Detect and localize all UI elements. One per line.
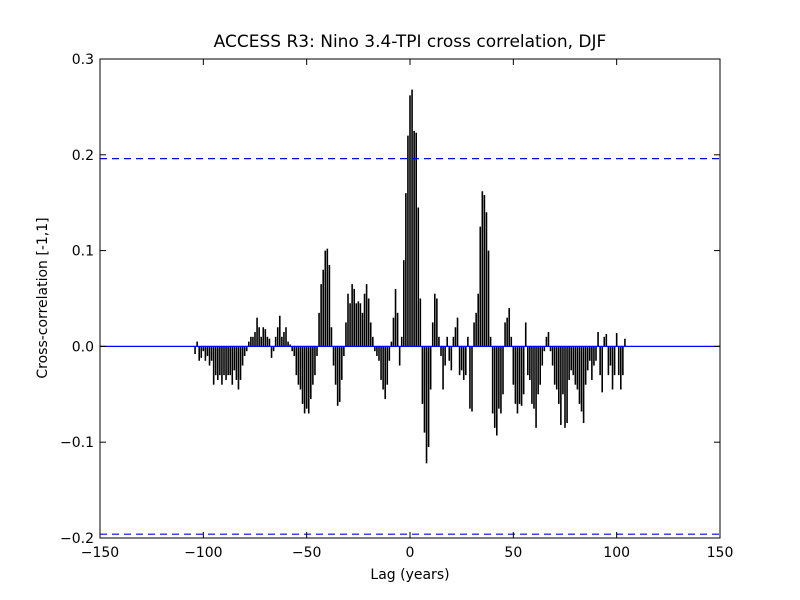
y-tick-label: 0.3 [72, 52, 94, 68]
y-tick-label: 0.1 [72, 244, 94, 260]
x-tick-label: 100 [603, 545, 630, 561]
x-tick-label: −100 [184, 545, 222, 561]
y-axis-label: Cross-correlation [-1,1] [35, 217, 51, 378]
x-tick-label: 50 [504, 545, 522, 561]
y-tick-label: 0.0 [72, 339, 94, 355]
x-tick-label: 0 [406, 545, 415, 561]
x-tick-label: −150 [81, 545, 119, 561]
x-tick-label: 150 [707, 545, 734, 561]
y-tick-label: −0.2 [60, 531, 94, 547]
y-tick-label: 0.2 [72, 148, 94, 164]
x-tick-label: −50 [292, 545, 322, 561]
x-axis-label: Lag (years) [370, 567, 449, 583]
chart-title: ACCESS R3: Nino 3.4-TPI cross correlatio… [214, 32, 607, 52]
y-tick-label: −0.1 [60, 435, 94, 451]
